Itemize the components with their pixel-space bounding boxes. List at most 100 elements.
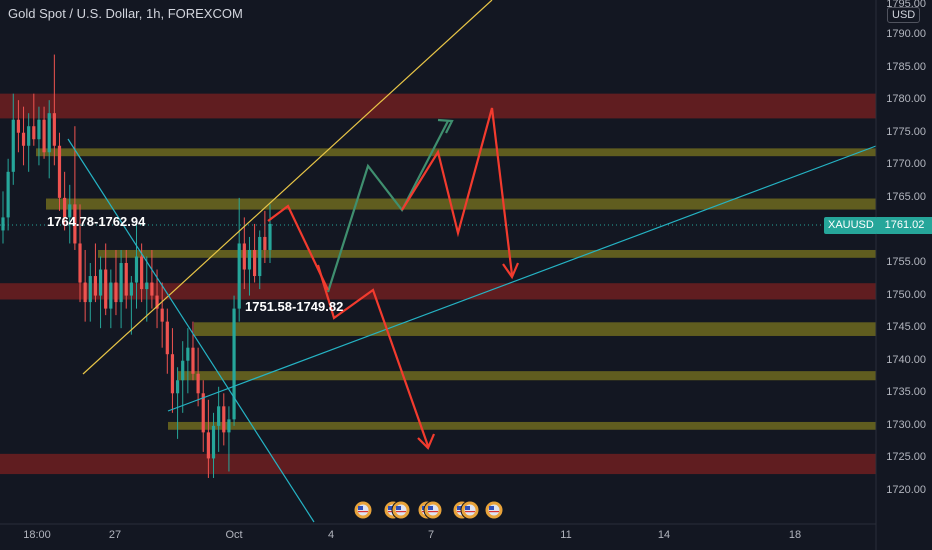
y-tick-label: 1785.00 bbox=[886, 60, 926, 73]
candle-body bbox=[42, 119, 46, 153]
candle-body bbox=[68, 204, 72, 218]
green-projection-arrowhead bbox=[437, 118, 454, 134]
candle-body bbox=[196, 373, 200, 394]
candle-body bbox=[93, 276, 98, 296]
candle-body bbox=[232, 308, 236, 420]
candle-body bbox=[175, 380, 180, 394]
candle-body bbox=[242, 243, 246, 270]
candle-body bbox=[16, 119, 21, 133]
candle-body bbox=[37, 119, 41, 140]
candle-body bbox=[181, 360, 185, 381]
yellow-zone bbox=[36, 148, 876, 157]
red-upper-arrowhead bbox=[502, 262, 520, 280]
candle-body bbox=[32, 126, 36, 140]
red-zone bbox=[0, 283, 876, 300]
candle-body bbox=[63, 197, 67, 218]
candle-body bbox=[155, 295, 159, 309]
y-tick-label: 1770.00 bbox=[886, 158, 926, 171]
y-tick-label: 1750.00 bbox=[886, 288, 926, 301]
candle-body bbox=[98, 269, 103, 296]
candle-body bbox=[140, 256, 144, 290]
x-tick-label: 18 bbox=[788, 529, 802, 541]
candle-body bbox=[88, 276, 92, 303]
candle-body bbox=[252, 249, 257, 277]
candle-body bbox=[217, 406, 221, 426]
yellow-zone bbox=[194, 322, 876, 336]
economic-events-row[interactable] bbox=[353, 500, 504, 520]
cyan-ascending-line bbox=[167, 145, 877, 412]
y-tick-label: 1780.00 bbox=[886, 93, 926, 106]
yellow-zone bbox=[168, 421, 876, 430]
candle-body bbox=[150, 282, 154, 296]
candle-body bbox=[109, 282, 113, 309]
candle-body bbox=[237, 243, 241, 309]
candle-body bbox=[78, 243, 82, 283]
candle-body bbox=[201, 393, 205, 433]
candle-body bbox=[129, 282, 133, 296]
red-zone bbox=[0, 93, 876, 119]
x-tick-label: Oct bbox=[225, 529, 243, 541]
candle-body bbox=[258, 236, 262, 277]
y-tick-label: 1775.00 bbox=[886, 125, 926, 138]
candle-body bbox=[104, 269, 108, 309]
economic-event-icon[interactable] bbox=[423, 500, 443, 520]
chart-title: Gold Spot / U.S. Dollar, 1h, FOREXCOM bbox=[8, 6, 243, 21]
economic-event-icon[interactable] bbox=[484, 500, 504, 520]
x-tick-label: 14 bbox=[657, 529, 671, 541]
candle-body bbox=[6, 171, 10, 218]
candle-body bbox=[11, 119, 15, 172]
last-price-tag: 1761.02 bbox=[877, 217, 932, 234]
economic-event-icon[interactable] bbox=[353, 500, 373, 520]
red-projection-path-upper bbox=[401, 107, 514, 276]
candle-body bbox=[21, 132, 26, 146]
y-tick-label: 1735.00 bbox=[886, 386, 926, 399]
candle-body bbox=[227, 419, 231, 433]
yellow-zone bbox=[178, 371, 876, 381]
candle-body bbox=[114, 282, 118, 303]
y-tick-label: 1765.00 bbox=[886, 190, 926, 203]
y-tick-label: 1790.00 bbox=[886, 28, 926, 41]
currency-button[interactable]: USD bbox=[887, 7, 921, 23]
y-tick-label: 1720.00 bbox=[886, 484, 926, 496]
green-projection-path bbox=[326, 120, 449, 293]
candle-body bbox=[27, 126, 31, 146]
x-tick-label: 4 bbox=[327, 529, 335, 541]
candle-body bbox=[165, 321, 169, 355]
candle-body bbox=[186, 347, 190, 361]
red-zone bbox=[0, 453, 876, 475]
candle-body bbox=[247, 249, 252, 270]
candle-body bbox=[47, 113, 51, 153]
red-projection-path-main bbox=[267, 204, 329, 291]
x-tick-label: 18:00 bbox=[23, 529, 51, 541]
y-tick-label: 1755.00 bbox=[886, 256, 926, 268]
x-tick-label: 7 bbox=[427, 529, 435, 541]
x-tick-label: 27 bbox=[108, 529, 122, 541]
zone-layer bbox=[0, 93, 876, 475]
y-tick-label: 1740.00 bbox=[886, 353, 926, 366]
candle-body bbox=[1, 217, 5, 231]
candle-body bbox=[57, 145, 62, 198]
x-tick-label: 11 bbox=[560, 529, 572, 541]
candle-body bbox=[206, 432, 210, 459]
cyan-descending-line bbox=[67, 138, 315, 523]
candle-body bbox=[211, 425, 216, 459]
red-lower-arrowhead bbox=[417, 433, 436, 450]
y-tick-label: 1730.00 bbox=[886, 418, 926, 431]
zone-annotation-upper: 1764.78-1762.94 bbox=[47, 214, 146, 229]
yellow-zone bbox=[46, 198, 876, 210]
candle-body bbox=[263, 236, 267, 250]
candle-body bbox=[170, 354, 175, 394]
economic-event-icon[interactable] bbox=[391, 500, 411, 520]
candle-body bbox=[73, 204, 77, 244]
y-tick-label: 1795.00 bbox=[886, 0, 926, 10]
candle-body bbox=[222, 406, 226, 433]
candle-body bbox=[191, 347, 195, 374]
candle-body bbox=[160, 308, 164, 322]
economic-event-icon[interactable] bbox=[460, 500, 480, 520]
candle-layer bbox=[1, 54, 272, 478]
y-tick-label: 1745.00 bbox=[886, 321, 926, 334]
candle-body bbox=[145, 282, 149, 290]
y-tick-label: 1725.00 bbox=[886, 451, 926, 464]
yellow-trend-line bbox=[82, 0, 493, 375]
